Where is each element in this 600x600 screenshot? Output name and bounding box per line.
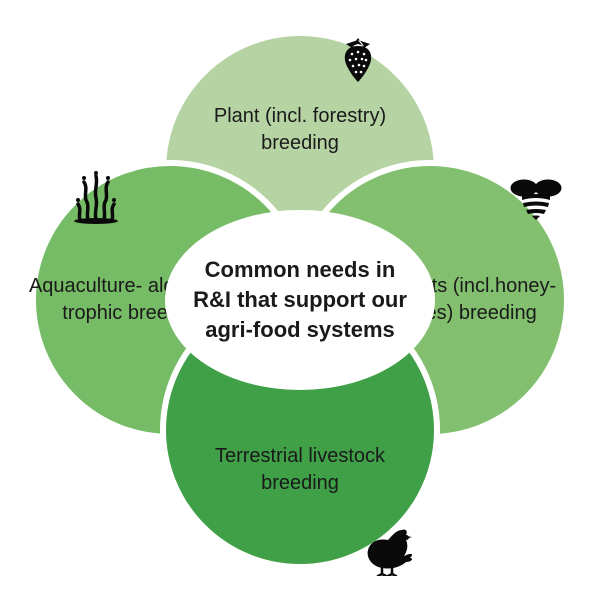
chicken-icon (362, 522, 416, 576)
center-text: Common needs in R&I that support our agr… (189, 255, 411, 344)
bee-icon (510, 178, 562, 220)
venn-diagram: Plant (incl. forestry) breeding Insects … (0, 0, 600, 600)
petal-bottom-label: Terrestrial livestock breeding (166, 443, 434, 497)
strawberry-icon (338, 36, 378, 82)
center-ellipse: Common needs in R&I that support our agr… (165, 210, 435, 390)
seaweed-icon (72, 170, 120, 224)
petal-top-label: Plant (incl. forestry) breeding (166, 103, 434, 157)
